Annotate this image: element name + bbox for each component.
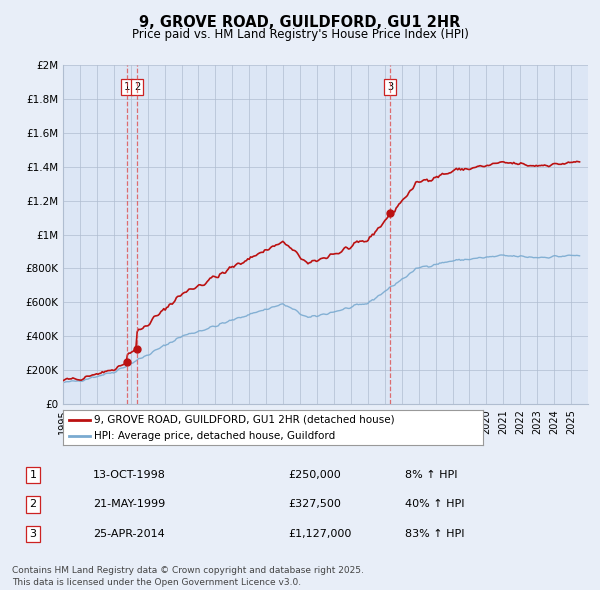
Text: 9, GROVE ROAD, GUILDFORD, GU1 2HR: 9, GROVE ROAD, GUILDFORD, GU1 2HR (139, 15, 461, 30)
Text: £327,500: £327,500 (288, 500, 341, 509)
Text: £1,127,000: £1,127,000 (288, 529, 352, 539)
Text: Price paid vs. HM Land Registry's House Price Index (HPI): Price paid vs. HM Land Registry's House … (131, 28, 469, 41)
Text: 2: 2 (29, 500, 37, 509)
Text: £250,000: £250,000 (288, 470, 341, 480)
Text: 40% ↑ HPI: 40% ↑ HPI (405, 500, 464, 509)
Text: 1: 1 (29, 470, 37, 480)
Text: 3: 3 (29, 529, 37, 539)
Text: 3: 3 (387, 82, 394, 92)
Text: 1: 1 (124, 82, 130, 92)
Text: HPI: Average price, detached house, Guildford: HPI: Average price, detached house, Guil… (95, 431, 336, 441)
Text: 2: 2 (134, 82, 140, 92)
Text: 13-OCT-1998: 13-OCT-1998 (93, 470, 166, 480)
Text: 8% ↑ HPI: 8% ↑ HPI (405, 470, 458, 480)
Text: Contains HM Land Registry data © Crown copyright and database right 2025.
This d: Contains HM Land Registry data © Crown c… (12, 566, 364, 587)
Text: 9, GROVE ROAD, GUILDFORD, GU1 2HR (detached house): 9, GROVE ROAD, GUILDFORD, GU1 2HR (detac… (95, 415, 395, 425)
Text: 21-MAY-1999: 21-MAY-1999 (93, 500, 165, 509)
Text: 83% ↑ HPI: 83% ↑ HPI (405, 529, 464, 539)
Text: 25-APR-2014: 25-APR-2014 (93, 529, 165, 539)
